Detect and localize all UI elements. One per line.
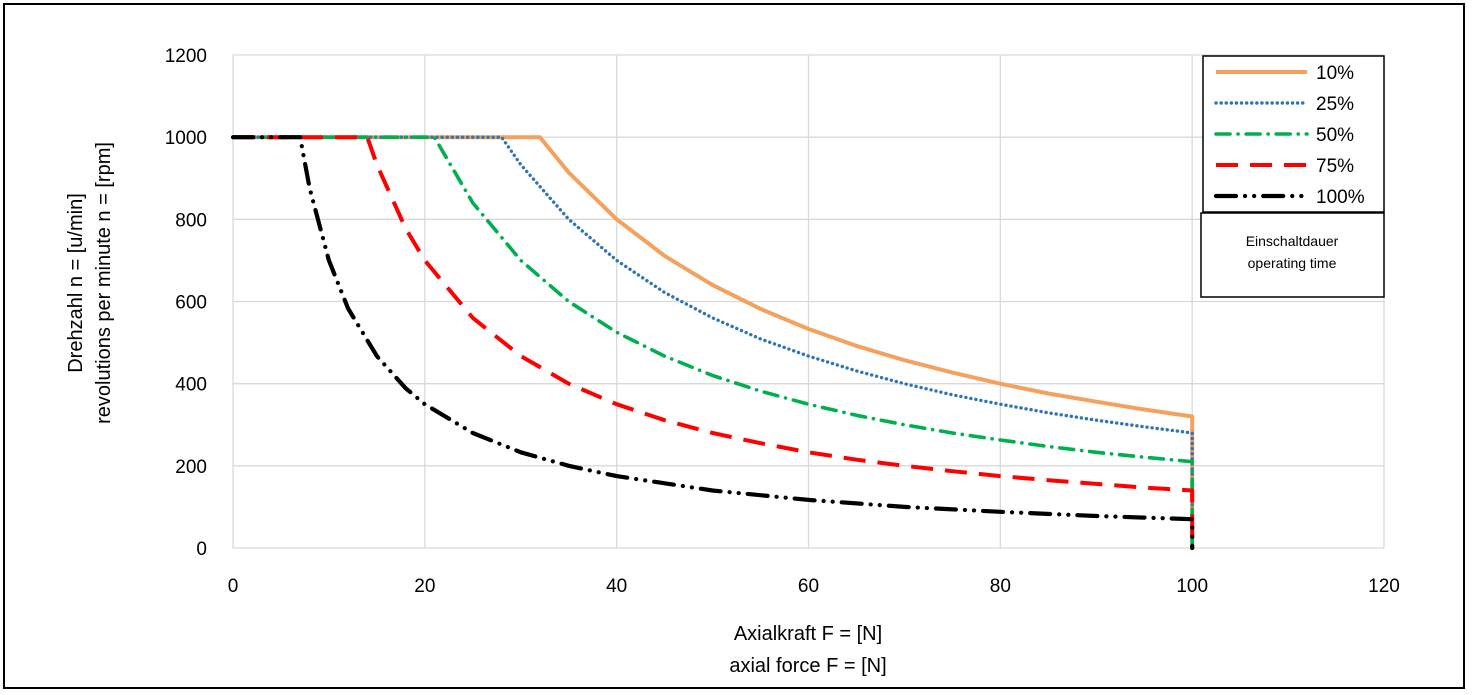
series-line-25pct bbox=[231, 135, 1194, 550]
x-tick-label: 0 bbox=[228, 576, 239, 597]
x-tick-label: 80 bbox=[990, 576, 1011, 597]
series-line-100pct bbox=[230, 135, 1195, 551]
y-axis-title: Drehzahl n = [u/min] revolutions per min… bbox=[65, 142, 115, 424]
y-axis-title-line-1: Drehzahl n = [u/min] bbox=[65, 193, 87, 373]
x-tick-label: 100 bbox=[1176, 576, 1208, 597]
x-tick-label: 40 bbox=[606, 576, 627, 597]
legend-label: 75% bbox=[1316, 156, 1354, 177]
legend-note-line-1: Einschaltdauer bbox=[1246, 233, 1339, 249]
legend-note-box bbox=[1200, 212, 1385, 298]
chart-frame bbox=[3, 3, 1465, 689]
y-tick-label: 1000 bbox=[165, 128, 207, 149]
y-tick-label: 800 bbox=[175, 210, 207, 231]
legend: 10% 25% 50% 75% 100% bbox=[1202, 55, 1385, 213]
series-line-50pct bbox=[231, 135, 1194, 550]
legend-label: 10% bbox=[1316, 63, 1354, 84]
x-axis-title-line-2: axial force F = [N] bbox=[729, 655, 886, 677]
y-tick-label: 200 bbox=[175, 457, 207, 478]
x-tick-label: 60 bbox=[798, 576, 819, 597]
y-tick-label: 0 bbox=[196, 539, 207, 560]
x-tick-label: 20 bbox=[414, 576, 435, 597]
series-line-75pct bbox=[233, 135, 1195, 548]
legend-note: Einschaltdauer operating time bbox=[1200, 212, 1385, 298]
series-layer bbox=[230, 135, 1195, 551]
legend-box bbox=[1202, 55, 1385, 213]
y-tick-label: 600 bbox=[175, 293, 207, 314]
y-axis-title-line-2: revolutions per minute n = [rpm] bbox=[93, 142, 115, 424]
series-line-10pct bbox=[233, 135, 1195, 548]
x-tick-label: 120 bbox=[1368, 576, 1400, 597]
y-tick-label: 400 bbox=[175, 375, 207, 396]
legend-label: 50% bbox=[1316, 125, 1354, 146]
legend-note-line-2: operating time bbox=[1248, 255, 1337, 271]
x-axis-title-line-1: Axialkraft F = [N] bbox=[734, 623, 882, 645]
y-tick-label: 1200 bbox=[165, 46, 207, 67]
legend-label: 100% bbox=[1316, 187, 1365, 208]
legend-label: 25% bbox=[1316, 94, 1354, 115]
